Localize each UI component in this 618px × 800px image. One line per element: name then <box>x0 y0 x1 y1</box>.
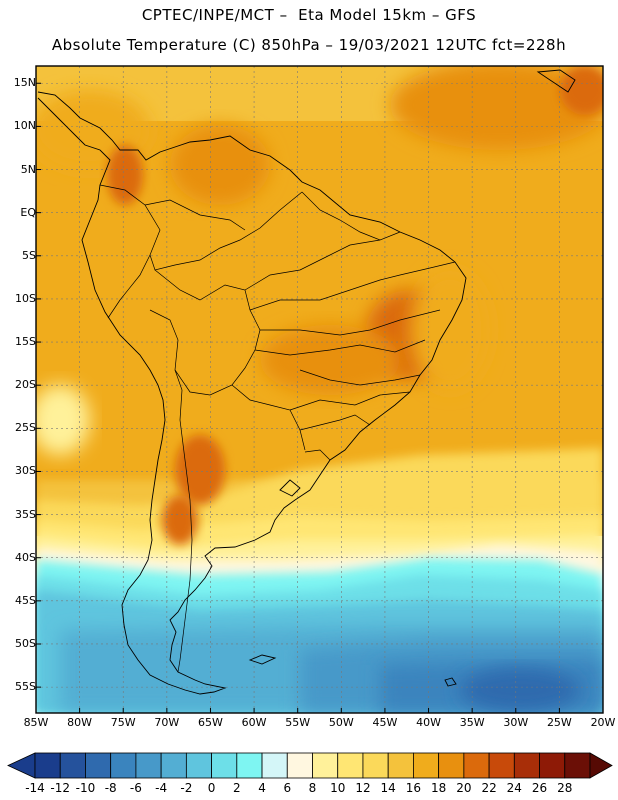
colorbar-swatch <box>34 752 61 779</box>
lat-label: 5S <box>22 248 36 262</box>
lon-label: 40W <box>416 716 441 729</box>
colorbar-label: 26 <box>531 781 548 795</box>
colorbar-swatch <box>110 752 137 779</box>
colorbar-swatch <box>261 752 288 779</box>
lat-label: 10N <box>13 119 36 133</box>
colorbar-label: 10 <box>330 781 346 795</box>
lon-label: 25W <box>546 716 572 729</box>
lon-label: 55W <box>285 716 311 729</box>
lon-label: 35W <box>459 716 485 729</box>
lat-label: 15S <box>15 335 36 349</box>
lon-label: 20W <box>590 716 616 729</box>
colorbar-swatch <box>362 752 389 779</box>
colorbar <box>7 752 613 779</box>
colorbar-max-arrow <box>589 752 613 779</box>
colorbar-swatch <box>488 752 515 779</box>
colorbar-swatch <box>387 752 414 779</box>
title-line-1: CPTEC/INPE/MCT – Eta Model 15km – GFS <box>141 6 477 24</box>
lat-label: EQ <box>20 205 36 219</box>
colorbar-label: 28 <box>557 781 573 795</box>
colorbar-label: -8 <box>104 781 117 795</box>
colorbar-label: 22 <box>481 781 497 795</box>
colorbar-swatch <box>312 752 339 779</box>
colorbar-swatch <box>337 752 364 779</box>
lat-label: 40S <box>15 550 36 564</box>
colorbar-swatch <box>211 752 238 779</box>
colorbar-label: 2 <box>232 781 241 795</box>
lat-label: 25S <box>15 421 36 435</box>
colorbar-label: 4 <box>258 781 266 795</box>
colorbar-swatch <box>135 752 162 779</box>
colorbar-label: 6 <box>283 781 292 795</box>
axis-ticks <box>35 82 604 713</box>
colorbar-label: -14 <box>25 781 45 795</box>
colorbar-min-arrow <box>7 752 36 779</box>
colorbar-label: -4 <box>155 781 168 795</box>
lat-label: 50S <box>15 636 36 650</box>
lat-label: 35S <box>15 507 36 521</box>
lat-label: 15N <box>13 76 36 90</box>
colorbar-label: 24 <box>506 781 522 795</box>
coastlines <box>37 69 576 695</box>
lon-label: 85W <box>23 716 49 729</box>
colorbar-label: 8 <box>308 781 317 795</box>
colorbar-swatch <box>160 752 187 779</box>
colorbar-swatch <box>413 752 440 779</box>
colorbar-swatch <box>463 752 490 779</box>
colorbar-swatch <box>286 752 313 779</box>
lon-label: 50W <box>328 716 354 729</box>
lat-label: 45S <box>15 593 36 607</box>
lat-label: 20S <box>15 378 36 392</box>
colorbar-swatch <box>564 752 591 779</box>
title-line-2: Absolute Temperature (C) 850hPa – 19/03/… <box>51 36 567 54</box>
colorbar-label: -10 <box>75 781 96 795</box>
colorbar-swatch <box>185 752 212 779</box>
lat-label: 5N <box>20 162 36 176</box>
colorbar-label: -6 <box>129 781 142 795</box>
lon-label: 60W <box>241 716 267 729</box>
lat-label: 55S <box>15 680 36 694</box>
colorbar-swatch <box>85 752 112 779</box>
colorbar-label: 18 <box>430 781 447 795</box>
map-frame <box>35 65 604 714</box>
colorbar-label: 0 <box>207 781 216 795</box>
lon-label: 75W <box>110 716 136 729</box>
temperature-field <box>36 66 603 713</box>
colorbar-label: 12 <box>355 781 371 795</box>
colorbar-label: -12 <box>50 781 71 795</box>
lon-label: 80W <box>67 716 93 729</box>
colorbar-swatch <box>438 752 465 779</box>
lon-label: 45W <box>372 716 398 729</box>
lon-label: 70W <box>154 716 180 729</box>
colorbar-label: 14 <box>380 781 396 795</box>
colorbar-label: 20 <box>456 781 472 795</box>
colorbar-label: 16 <box>405 781 422 795</box>
colorbar-swatch <box>513 752 540 779</box>
colorbar-swatch <box>59 752 86 779</box>
lat-label: 10S <box>15 291 36 305</box>
colorbar-label: -2 <box>180 781 193 795</box>
lat-label: 30S <box>15 464 36 478</box>
colorbar-swatch <box>236 752 263 779</box>
country-borders <box>99 184 456 673</box>
lon-label: 65W <box>198 716 223 729</box>
colorbar-swatch <box>539 752 566 779</box>
lon-label: 30W <box>503 716 529 729</box>
